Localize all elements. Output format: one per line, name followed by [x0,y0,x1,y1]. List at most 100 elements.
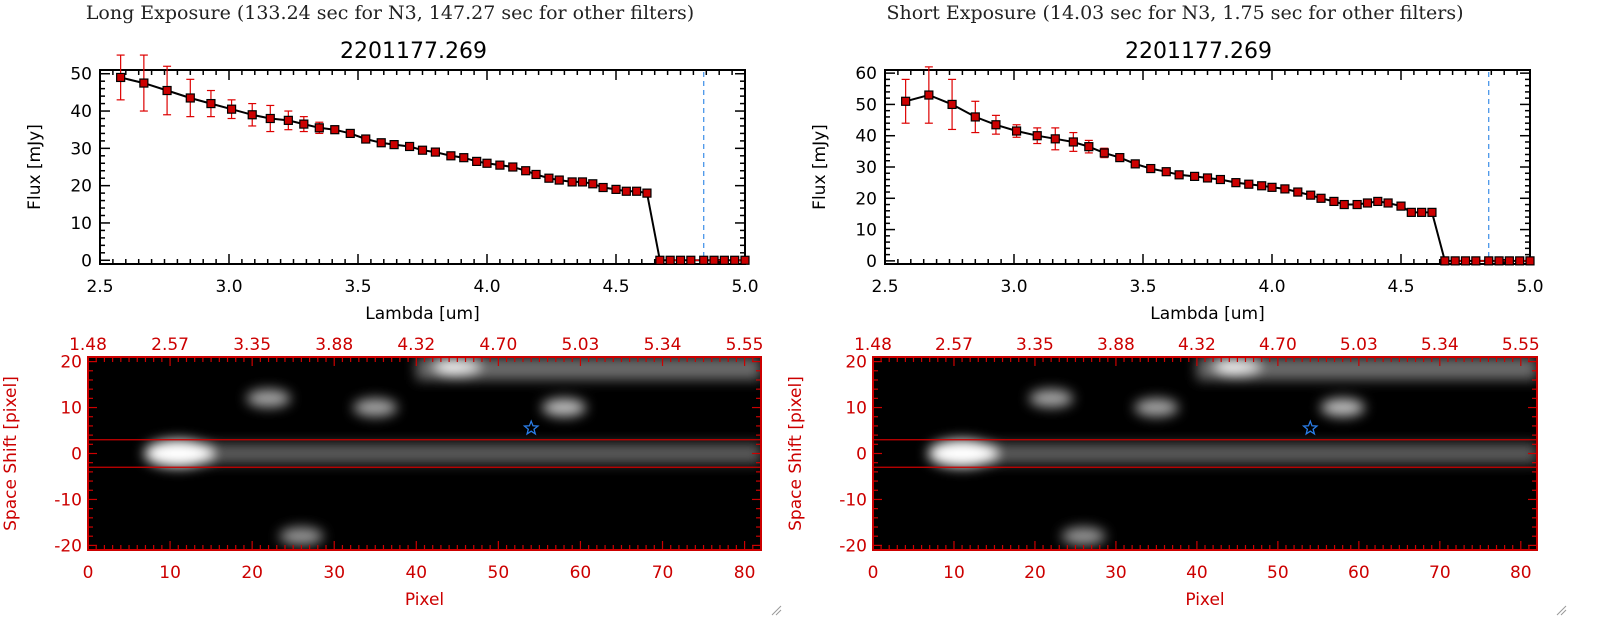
source-blob [1029,389,1074,408]
plot-frame [884,69,1531,265]
data-point [299,119,309,129]
top-tick-label: 3.88 [315,335,353,355]
data-point [1084,142,1094,152]
data-point [265,113,275,124]
source-core [156,445,185,462]
y-axis-label: Flux [mJy] [25,124,45,210]
y-tick-label: 10 [60,399,82,419]
x-axis-label: Pixel [405,590,444,610]
data-point [740,255,750,265]
data-point [686,255,696,265]
data-point [642,188,652,198]
data-point [206,98,216,109]
resize-grip-icon[interactable] [770,604,782,616]
x-tick-label: 4.5 [602,277,629,297]
source-blob [353,398,398,417]
y-tick-label: 0 [81,251,92,271]
data-point [1306,190,1316,200]
star-icon [1301,419,1319,436]
top-tick-label: 3.88 [1097,335,1135,355]
x-tick-label: 3.0 [1000,277,1027,297]
data-point [430,147,440,157]
x-tick-label: 5.0 [1516,277,1543,297]
data-point [389,140,399,150]
data-point [1174,170,1184,180]
y-tick-label: 20 [855,189,877,209]
data-point [632,186,642,196]
panel-heading-short: Short Exposure (14.03 sec for N3, 1.75 s… [886,2,1464,24]
x-tick-label: 40 [405,563,427,583]
data-point [1373,196,1383,207]
data-point [947,99,957,110]
x-tick-label: 4.0 [473,277,500,297]
data-point [655,255,665,265]
data-point [1050,134,1060,144]
data-point [139,78,149,88]
data-point [521,166,531,176]
source-blob [1134,398,1179,417]
image-blobs [144,357,761,546]
image-content [144,357,761,546]
top-tick-label: 4.32 [397,335,435,355]
y-axis-label: Flux [mJy] [810,124,830,210]
data-point [1417,207,1427,217]
y-tick-label: 50 [70,65,92,85]
panel-heading-long: Long Exposure (133.24 sec for N3, 147.27… [85,2,695,24]
source-core [939,445,968,462]
data-point [116,72,126,83]
x-tick-label: 70 [1429,563,1451,583]
source-core [435,360,464,373]
source-blob [246,389,291,408]
image-blobs [928,357,1537,546]
y-tick-label: 40 [70,102,92,122]
x-tick-label: 3.0 [215,277,242,297]
y-tick-label: 20 [845,353,867,373]
x-tick-label: 4.5 [1387,277,1414,297]
upper-band [1196,357,1537,380]
y-tick-label: -20 [839,536,867,556]
data-point [1329,196,1339,207]
data-point [330,125,340,135]
data-point [185,93,195,103]
x-tick-label: 50 [1267,563,1289,583]
top-tick-label: 4.70 [1259,335,1297,355]
data-point [588,179,598,189]
data-point [554,175,564,185]
data-point [417,145,428,155]
data-point [1515,256,1525,266]
data-point [1130,159,1140,169]
image-content [928,357,1537,546]
source-core [1215,360,1244,373]
data-point [283,115,293,125]
data-point [446,151,456,161]
data-point [709,255,719,265]
y-tick-label: 20 [70,177,92,197]
resize-grip-icon[interactable] [1555,604,1567,616]
y-tick-label: -20 [54,536,82,556]
data-point [544,173,554,183]
data-point [1099,148,1109,158]
data-point [970,112,980,122]
trace-streak [937,443,1537,464]
top-tick-label: 5.55 [1502,335,1540,355]
y-tick-label: 30 [70,139,92,159]
data-point [699,255,709,265]
y-tick-label: 0 [856,445,867,465]
data-point [621,186,631,196]
top-tick-label: 1.48 [69,335,107,355]
spectrum-plot: 2.5 3.0 3.5 4.0 4.5 5.0 0 10 20 30 40 50 2201177.269… [25,39,759,324]
x-axis-label: Pixel [1185,590,1224,610]
source-blob [1320,398,1365,417]
data-point [567,177,577,187]
x-tick-label: 10 [943,563,965,583]
x-tick-label: 50 [488,563,510,583]
y-tick-label: 10 [70,214,92,234]
top-tick-label: 2.57 [151,335,189,355]
data-point [1427,207,1437,217]
data-point [1440,256,1450,266]
data-point [495,160,505,170]
x-tick-label: 60 [1348,563,1370,583]
chart-title: 2201177.269 [1125,39,1272,64]
data-point [675,255,686,265]
